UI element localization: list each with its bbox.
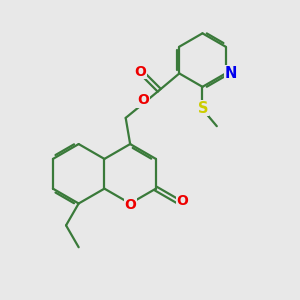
Text: O: O <box>176 194 188 208</box>
Text: O: O <box>137 93 149 107</box>
Text: S: S <box>198 101 208 116</box>
Text: O: O <box>135 64 146 79</box>
Text: O: O <box>124 198 136 212</box>
Text: N: N <box>224 66 237 81</box>
